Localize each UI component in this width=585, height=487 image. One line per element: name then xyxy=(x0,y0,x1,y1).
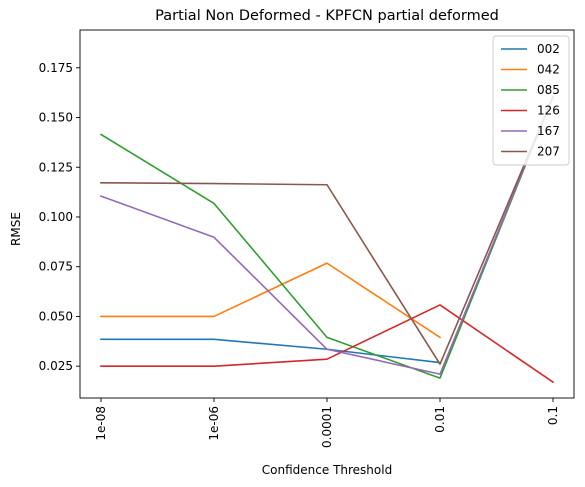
chart-title: Partial Non Deformed - KPFCN partial def… xyxy=(155,8,499,24)
x-tick-label: 0.01 xyxy=(433,406,447,433)
y-tick-label: 0.150 xyxy=(39,111,73,125)
series-line-126 xyxy=(100,304,555,384)
y-tick-label: 0.100 xyxy=(39,210,73,224)
series-line-042 xyxy=(100,262,442,339)
x-tick-label: 0.1 xyxy=(546,406,560,425)
plot-area: 0.025 0.050 0.075 0.100 0.125 0.150 0.175 1e-08… xyxy=(39,29,575,448)
legend-label-207: 207 xyxy=(537,145,560,159)
x-axis-label: Confidence Threshold xyxy=(262,463,392,477)
y-tick-label: 0.125 xyxy=(39,160,73,174)
x-tick-label: 1e-06 xyxy=(207,406,221,441)
y-tick-label: 0.075 xyxy=(39,260,73,274)
x-tick-label: 0.0001 xyxy=(320,406,334,448)
x-tick-label: 1e-08 xyxy=(94,406,108,441)
legend-label-042: 042 xyxy=(537,63,560,77)
legend-label-126: 126 xyxy=(537,104,560,118)
legend-label-085: 085 xyxy=(537,83,560,97)
legend-label-002: 002 xyxy=(537,42,560,56)
series-line-085 xyxy=(99,95,555,379)
y-tick-label: 0.175 xyxy=(39,61,73,75)
legend-box xyxy=(492,35,570,166)
legend-label-167: 167 xyxy=(537,124,560,138)
y-tick-label: 0.025 xyxy=(39,359,73,373)
series-line-167 xyxy=(99,95,555,375)
legend: 002 042 085 126 167 207 xyxy=(492,35,570,166)
series-line-207 xyxy=(100,95,555,365)
y-tick-label: 0.050 xyxy=(39,309,73,323)
y-axis-label: RMSE xyxy=(9,212,23,246)
series-line-002 xyxy=(100,338,441,364)
